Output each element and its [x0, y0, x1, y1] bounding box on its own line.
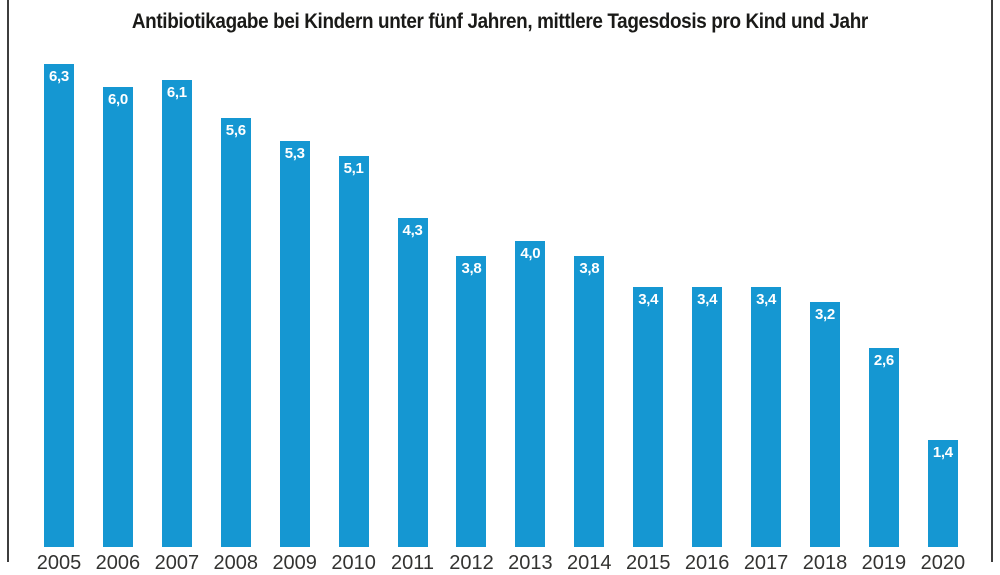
x-axis-tick-label: 2007: [154, 552, 200, 574]
bar: 5,3: [279, 141, 310, 547]
bar-value-label: 3,4: [697, 291, 718, 308]
x-axis: 2005 2006 2007 2008 2009 2010 2011 2012 2013 2014…: [36, 552, 966, 575]
bar: 2,6: [868, 348, 899, 547]
x-axis-tick-label: 2011: [391, 552, 435, 574]
x-axis-tick-label: 2006: [95, 552, 141, 574]
bar: 3,8: [456, 256, 487, 547]
bar-value-label: 4,3: [402, 222, 423, 239]
x-axis-tick-label: 2008: [213, 552, 259, 574]
bar: 3,4: [751, 287, 782, 547]
bar-value-label: 6,0: [107, 91, 128, 108]
bar-value-label: 1,4: [932, 444, 953, 461]
x-axis-tick-label: 2013: [508, 552, 553, 574]
bar-value-label: 6,1: [166, 84, 187, 101]
x-axis-tick-label: 2018: [802, 552, 848, 574]
bar: 6,0: [102, 87, 133, 547]
bar: 5,1: [338, 156, 369, 547]
x-axis-tick-label: 2020: [920, 552, 966, 574]
chart-title: Antibiotikagabe bei Kindern unter fünf J…: [0, 9, 1000, 35]
x-axis-tick-label: 2015: [625, 552, 671, 574]
bar: 5,6: [220, 118, 251, 547]
bar: 3,8: [574, 256, 605, 547]
bar: 3,4: [633, 287, 664, 547]
bar-value-label: 4,0: [520, 245, 541, 262]
bar: 1,4: [927, 440, 958, 547]
bar: 3,2: [809, 302, 840, 547]
x-axis-tick-label: 2005: [36, 552, 82, 574]
bar: 6,1: [161, 80, 192, 547]
bar-value-label: 3,4: [756, 291, 777, 308]
bar-value-label: 3,2: [815, 306, 835, 323]
bar-value-label: 6,3: [49, 68, 69, 85]
x-axis-tick-label: 2010: [331, 552, 376, 574]
bar: 3,4: [692, 287, 723, 547]
bar-value-label: 3,4: [638, 291, 659, 308]
frame-left-border: [7, 0, 9, 562]
bar-value-label: 3,8: [461, 260, 482, 277]
x-axis-tick-label: 2016: [684, 552, 730, 574]
bar: 6,3: [44, 64, 74, 547]
bar-value-label: 3,8: [579, 260, 600, 277]
x-axis-tick-label: 2017: [743, 552, 789, 574]
bar-chart-plot-area: 6,3 6,0 6,1 5,6 5,3 5,1 4,3 3,8 4,0 3,8 3,4 3,4 3,4 3…: [44, 0, 958, 547]
bar-value-label: 5,3: [284, 145, 305, 162]
chart-title-text: Antibiotikagabe bei Kindern unter fünf J…: [131, 10, 869, 34]
frame-right-border: [991, 0, 993, 562]
bar: 4,0: [515, 241, 546, 547]
bar-value-label: 5,1: [343, 160, 364, 177]
bar-value-label: 2,6: [873, 352, 894, 369]
x-axis-tick-label: 2019: [861, 552, 907, 574]
bar-value-label: 5,6: [225, 122, 246, 139]
x-axis-tick-label: 2012: [449, 552, 494, 574]
x-axis-tick-label: 2009: [272, 552, 317, 574]
bar: 4,3: [397, 218, 428, 547]
x-axis-tick-label: 2014: [567, 552, 612, 574]
